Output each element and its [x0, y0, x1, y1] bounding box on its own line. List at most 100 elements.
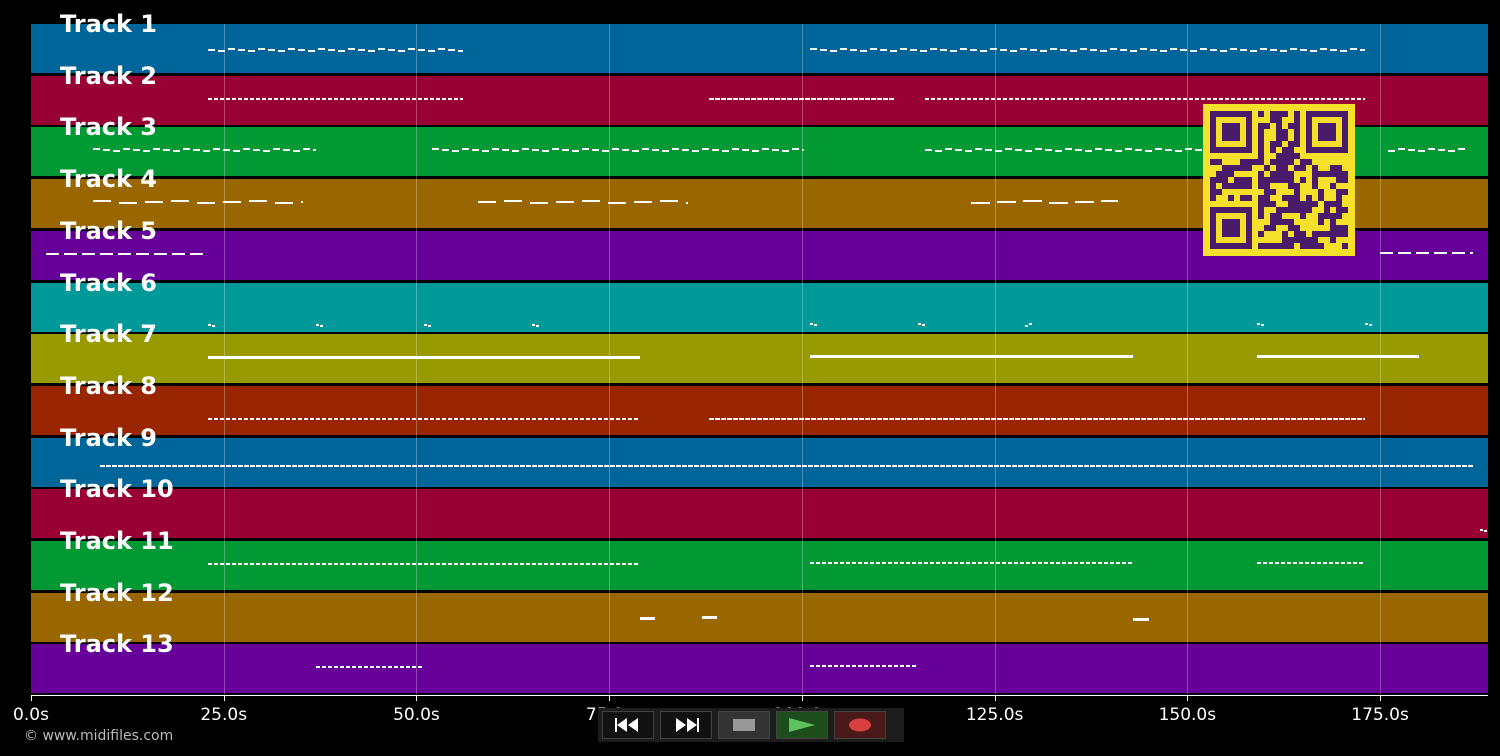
note-event — [1018, 464, 1023, 467]
note-event — [1003, 97, 1008, 100]
note-event — [1368, 324, 1372, 327]
note-event — [604, 417, 609, 420]
note-event — [340, 417, 345, 420]
note-event — [793, 417, 798, 420]
note-event — [829, 49, 837, 52]
note-event — [694, 464, 699, 467]
note-event — [1380, 251, 1393, 254]
note-event — [1171, 417, 1176, 420]
note-event — [304, 417, 309, 420]
note-event — [1207, 417, 1212, 420]
note-event — [1292, 562, 1297, 565]
track-lane — [31, 644, 1488, 694]
note-event — [406, 417, 411, 420]
note-event — [1141, 97, 1146, 100]
note-event — [1061, 562, 1066, 565]
note-event — [847, 417, 852, 420]
note-event — [598, 417, 603, 420]
note-event — [922, 464, 927, 467]
note-event — [400, 417, 405, 420]
note-event — [1259, 47, 1267, 50]
note-event — [1031, 562, 1036, 565]
note-event — [328, 48, 336, 51]
note-event — [1085, 150, 1093, 153]
note-event — [1289, 47, 1297, 50]
note-event — [82, 252, 95, 255]
note-event — [250, 563, 255, 566]
note-event — [911, 562, 916, 565]
note-event — [1186, 464, 1191, 467]
note-event — [1171, 97, 1176, 100]
note-event — [994, 464, 999, 467]
note-event — [763, 97, 768, 100]
note-event — [274, 417, 279, 420]
note-event — [232, 97, 237, 100]
note-event — [302, 148, 310, 151]
note-event — [282, 149, 290, 152]
note-event — [1045, 149, 1053, 152]
note-event — [1363, 417, 1366, 420]
note-event — [458, 49, 463, 52]
note-event — [461, 148, 469, 151]
note-event — [232, 464, 237, 467]
note-event — [144, 201, 163, 204]
note-event — [808, 464, 813, 467]
note-event — [1387, 150, 1395, 153]
note-event — [997, 417, 1002, 420]
note-event — [250, 464, 255, 467]
note-event — [823, 417, 828, 420]
note-event — [621, 149, 629, 152]
record-button[interactable] — [834, 711, 886, 739]
play-button[interactable] — [776, 711, 828, 739]
note-event — [1480, 528, 1484, 531]
note-event — [784, 464, 789, 467]
note-event — [973, 417, 978, 420]
note-event — [430, 417, 435, 420]
note-event — [574, 417, 579, 420]
note-event — [442, 464, 447, 467]
note-event — [508, 464, 513, 467]
note-event — [1286, 562, 1291, 565]
note-event — [1138, 464, 1143, 467]
note-event — [1019, 47, 1027, 50]
note-event — [1319, 47, 1327, 50]
note-event — [1434, 251, 1447, 254]
note-event — [1057, 417, 1062, 420]
note-event — [544, 563, 549, 566]
note-event — [1420, 464, 1425, 467]
note-event — [964, 464, 969, 467]
note-event — [935, 562, 940, 565]
note-event — [1225, 97, 1230, 100]
note-event — [941, 562, 946, 565]
fast-forward-button[interactable] — [660, 711, 712, 739]
stop-button[interactable] — [718, 711, 770, 739]
note-event — [481, 150, 489, 153]
note-event — [1087, 417, 1092, 420]
note-event — [346, 464, 351, 467]
note-event — [859, 49, 867, 52]
note-event — [769, 97, 774, 100]
note-event — [1033, 97, 1038, 100]
note-event — [871, 97, 876, 100]
note-event — [1333, 417, 1338, 420]
note-event — [364, 97, 369, 100]
note-event — [136, 252, 149, 255]
note-event — [847, 97, 852, 100]
note-event — [118, 464, 123, 467]
note-event — [1358, 562, 1363, 565]
note-event — [634, 563, 639, 566]
note-event — [320, 325, 324, 328]
note-event — [472, 563, 477, 566]
rewind-button[interactable] — [602, 711, 654, 739]
note-event — [1402, 464, 1407, 467]
note-event — [1162, 464, 1167, 467]
note-event — [1339, 97, 1344, 100]
note-event — [1135, 97, 1140, 100]
note-event — [214, 417, 219, 420]
note-event — [1069, 417, 1074, 420]
note-event — [829, 417, 834, 420]
note-event — [1135, 149, 1143, 152]
note-event — [340, 666, 345, 669]
note-event — [628, 464, 633, 467]
